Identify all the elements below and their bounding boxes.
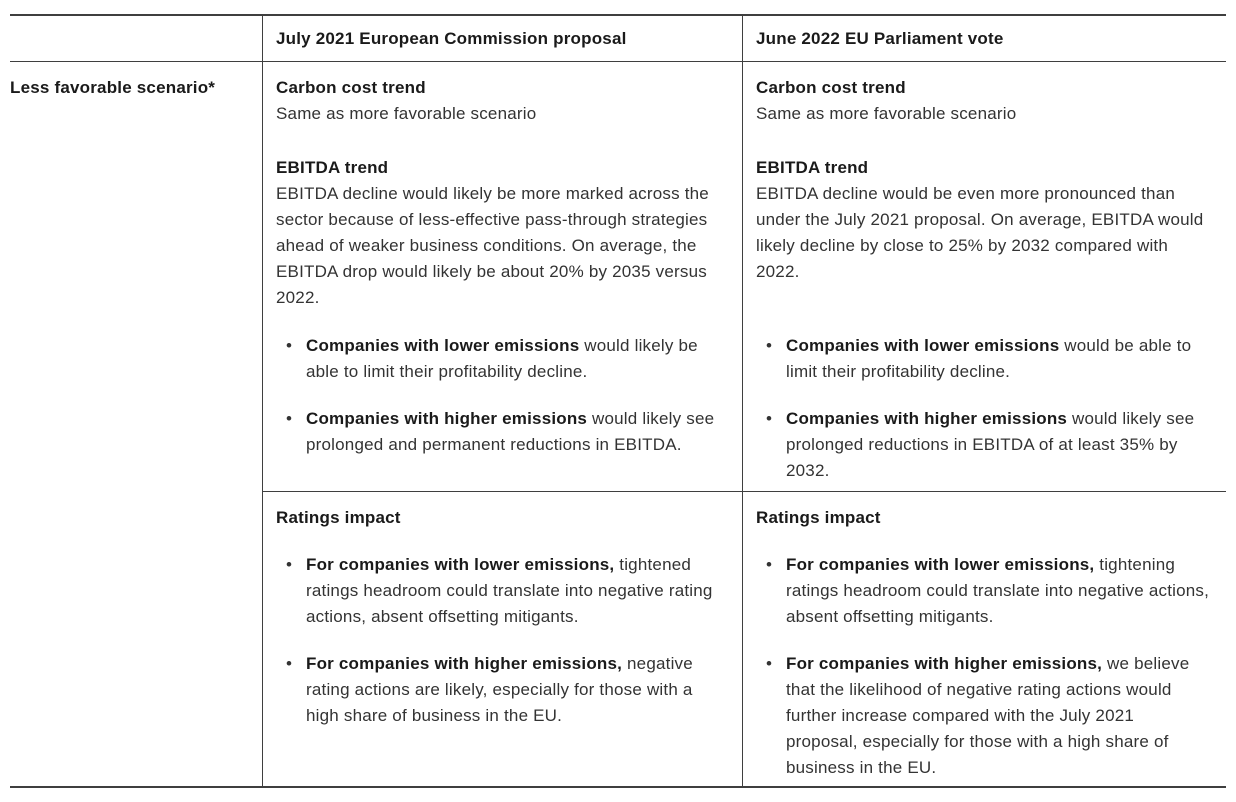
table-body-row: Less favorable scenario* Carbon cost tre…	[10, 62, 1226, 786]
bullet-text: Companies with lower emissions would lik…	[306, 333, 726, 385]
bullet-bold-lead: For companies with lower emissions,	[786, 555, 1095, 574]
bullet-marker: •	[286, 555, 293, 574]
carbon-cost-trend-text: Same as more favorable scenario	[276, 104, 537, 123]
carbon-cost-trend-heading: Carbon cost trend	[276, 78, 426, 97]
bullet-marker: •	[766, 654, 773, 673]
bullet-text: For companies with higher emissions, we …	[786, 651, 1210, 781]
carbon-cost-trend-text: Same as more favorable scenario	[756, 104, 1017, 123]
bullet-rest: would likely see prolonged reductions in…	[786, 409, 1195, 480]
bullet-bold-lead: For companies with higher emissions,	[306, 654, 623, 673]
bullet-bold-lead: For companies with higher emissions,	[786, 654, 1103, 673]
ratings-impact-section: Ratings impact • For companies with lowe…	[743, 492, 1226, 786]
ebitda-trend-heading: EBITDA trend	[756, 158, 869, 177]
carbon-cost-trend-block: Carbon cost trend Same as more favorable…	[756, 75, 1210, 127]
column-header-label: July 2021 European Commission proposal	[276, 28, 627, 48]
bullet-rest: negative rating actions are likely, espe…	[306, 654, 693, 725]
emissions-bullet-higher: • Companies with higher emissions would …	[756, 406, 1210, 484]
bullet-rest: would be able to limit their profitabili…	[786, 336, 1192, 381]
ebitda-trend-block: EBITDA trend EBITDA decline would be eve…	[756, 155, 1210, 285]
row-label-less-favorable-scenario: Less favorable scenario*	[10, 78, 216, 97]
ebitda-trend-text: EBITDA decline would likely be more mark…	[276, 184, 709, 307]
bullet-marker: •	[766, 409, 773, 428]
ratings-impact-section: Ratings impact • For companies with lowe…	[263, 492, 742, 786]
ratings-impact-heading: Ratings impact	[756, 508, 881, 527]
column-header-june-2022-vote: June 2022 EU Parliament vote	[742, 16, 1226, 61]
bullet-text: Companies with higher emissions would li…	[306, 406, 726, 458]
bullet-marker: •	[286, 654, 293, 673]
emissions-bullet-higher: • Companies with higher emissions would …	[276, 406, 726, 458]
scenario-comparison-table: July 2021 European Commission proposal J…	[10, 14, 1226, 788]
bullet-text: Companies with higher emissions would li…	[786, 406, 1210, 484]
carbon-cost-trend-heading: Carbon cost trend	[756, 78, 906, 97]
trend-paragraphs: Carbon cost trend Same as more favorable…	[756, 75, 1210, 333]
table-header-row: July 2021 European Commission proposal J…	[10, 16, 1226, 62]
header-spacer-cell	[10, 16, 262, 61]
trend-section: Carbon cost trend Same as more favorable…	[263, 62, 742, 492]
bullet-text: For companies with lower emissions, tigh…	[786, 552, 1210, 630]
carbon-cost-trend-block: Carbon cost trend Same as more favorable…	[276, 75, 726, 127]
bullet-marker: •	[286, 336, 293, 355]
row-label-cell: Less favorable scenario*	[10, 62, 262, 786]
ratings-bullet-higher: • For companies with higher emissions, n…	[276, 651, 726, 729]
bullet-marker: •	[286, 409, 293, 428]
cell-july-2021-proposal: Carbon cost trend Same as more favorable…	[262, 62, 742, 786]
bullet-text: For companies with lower emissions, tigh…	[306, 552, 726, 630]
column-header-label: June 2022 EU Parliament vote	[756, 28, 1004, 48]
bullet-text: For companies with higher emissions, neg…	[306, 651, 726, 729]
bullet-marker: •	[766, 336, 773, 355]
bullet-bold-lead: Companies with higher emissions	[306, 409, 588, 428]
bullet-bold-lead: Companies with higher emissions	[786, 409, 1068, 428]
bullet-marker: •	[766, 555, 773, 574]
bullet-rest: we believe that the likelihood of negati…	[786, 654, 1190, 777]
bullet-text: Companies with lower emissions would be …	[786, 333, 1210, 385]
ebitda-trend-text: EBITDA decline would be even more pronou…	[756, 184, 1204, 281]
ratings-bullet-lower: • For companies with lower emissions, ti…	[756, 552, 1210, 630]
bullet-rest: tightening ratings headroom could transl…	[786, 555, 1210, 626]
trend-paragraphs: Carbon cost trend Same as more favorable…	[276, 75, 726, 333]
scenario-comparison-page: July 2021 European Commission proposal J…	[0, 14, 1236, 802]
ratings-impact-heading: Ratings impact	[276, 508, 401, 527]
bullet-rest: would likely be able to limit their prof…	[306, 336, 698, 381]
emissions-bullet-lower: • Companies with lower emissions would l…	[276, 333, 726, 385]
bullet-bold-lead: For companies with lower emissions,	[306, 555, 615, 574]
bullet-bold-lead: Companies with lower emissions	[786, 336, 1060, 355]
column-header-july-2021-proposal: July 2021 European Commission proposal	[262, 16, 742, 61]
bullet-rest: would likely see prolonged and permanent…	[306, 409, 715, 454]
bullet-bold-lead: Companies with lower emissions	[306, 336, 580, 355]
ebitda-trend-heading: EBITDA trend	[276, 158, 389, 177]
trend-section: Carbon cost trend Same as more favorable…	[743, 62, 1226, 492]
bullet-rest: tightened ratings headroom could transla…	[306, 555, 713, 626]
cell-june-2022-vote: Carbon cost trend Same as more favorable…	[742, 62, 1226, 786]
ebitda-trend-block: EBITDA trend EBITDA decline would likely…	[276, 155, 726, 311]
emissions-bullet-lower: • Companies with lower emissions would b…	[756, 333, 1210, 385]
ratings-bullet-lower: • For companies with lower emissions, ti…	[276, 552, 726, 630]
ratings-bullet-higher: • For companies with higher emissions, w…	[756, 651, 1210, 781]
